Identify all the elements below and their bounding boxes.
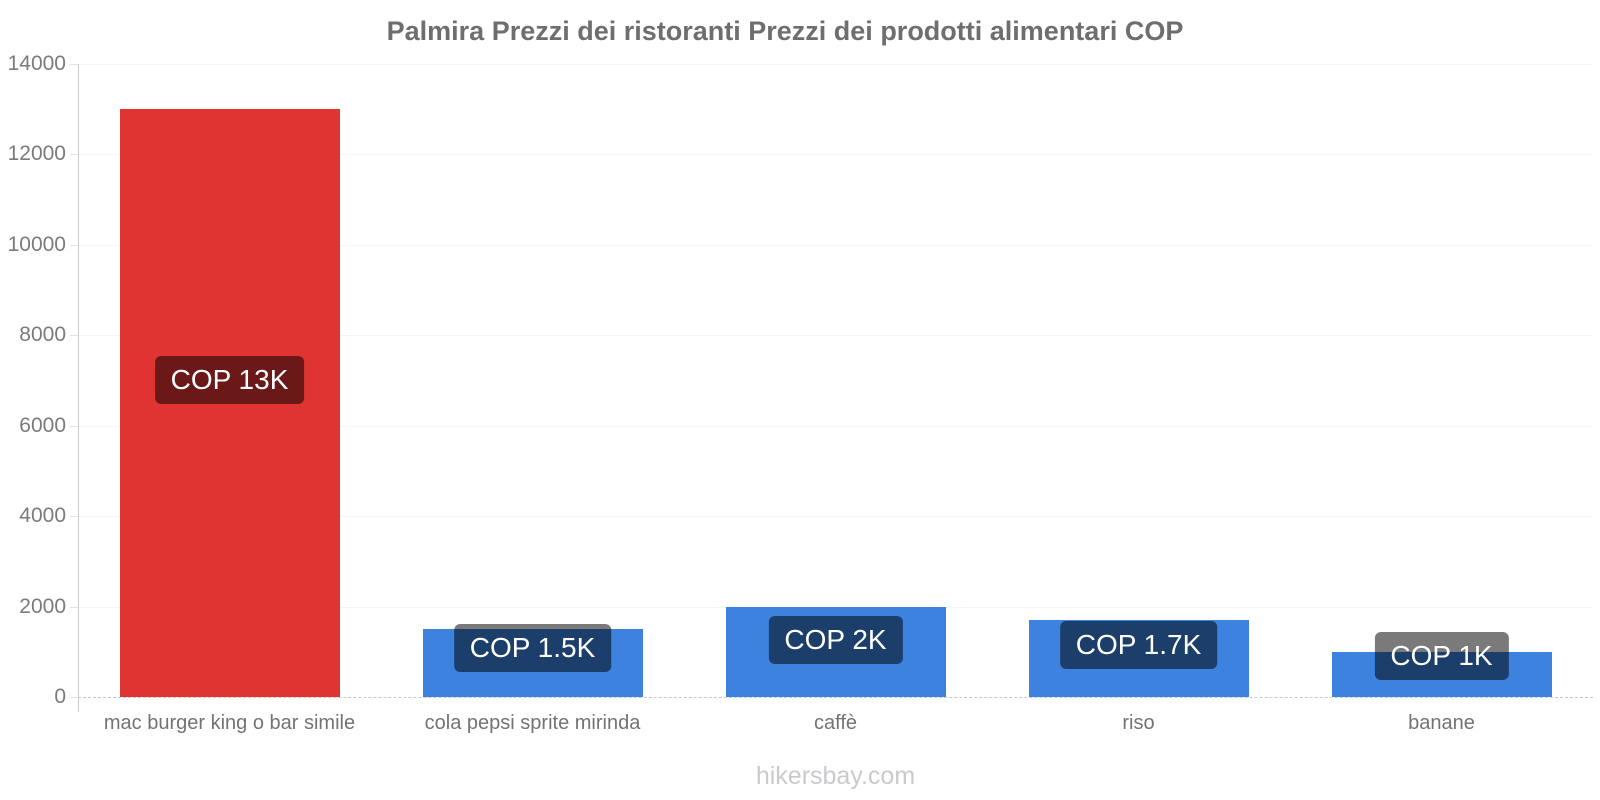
bar-value-label: COP 2K xyxy=(768,616,903,665)
bar-value-label: COP 1.7K xyxy=(1059,621,1218,670)
plot-area: COP 13K COP 1.5K COP 2K COP 1.7K COP 1K xyxy=(78,64,1593,698)
zero-baseline xyxy=(78,697,1593,698)
gridline xyxy=(78,244,1593,246)
y-tick-label: 10000 xyxy=(7,232,66,256)
bar-value-label: COP 1K xyxy=(1374,632,1509,681)
gridline xyxy=(78,154,1593,156)
footer-watermark: hikersbay.com xyxy=(755,762,916,790)
y-tick-label: 2000 xyxy=(19,594,66,618)
y-tick-label: 8000 xyxy=(19,323,66,347)
gridline xyxy=(78,64,1593,65)
x-category-label: cola pepsi sprite mirinda xyxy=(424,712,641,734)
y-tick-mark xyxy=(70,154,78,156)
y-tick-mark xyxy=(70,697,78,698)
x-category-label: mac burger king o bar simile xyxy=(103,712,356,734)
x-category-label: caffè xyxy=(814,712,857,734)
y-tick-label: 12000 xyxy=(7,142,66,166)
bar-value-label: COP 13K xyxy=(154,355,305,404)
chart-title: Palmira Prezzi dei ristoranti Prezzi dei… xyxy=(386,16,1184,46)
x-category-label: banane xyxy=(1408,712,1475,734)
bar-value-label: COP 1.5K xyxy=(453,624,612,673)
y-tick-label: 14000 xyxy=(7,52,66,75)
y-axis-line xyxy=(78,64,79,712)
y-tick-label: 0 xyxy=(54,685,66,708)
y-tick-mark xyxy=(70,335,78,337)
y-tick-label: 4000 xyxy=(19,504,66,528)
y-tick-mark xyxy=(70,606,78,608)
y-tick-mark xyxy=(70,425,78,427)
gridline xyxy=(78,425,1593,427)
x-category-label: riso xyxy=(1122,712,1155,734)
y-tick-label: 6000 xyxy=(19,413,66,437)
y-tick-mark xyxy=(70,64,78,65)
y-tick-mark xyxy=(70,244,78,246)
y-tick-mark xyxy=(70,516,78,518)
gridline xyxy=(78,516,1593,518)
gridline xyxy=(78,335,1593,337)
